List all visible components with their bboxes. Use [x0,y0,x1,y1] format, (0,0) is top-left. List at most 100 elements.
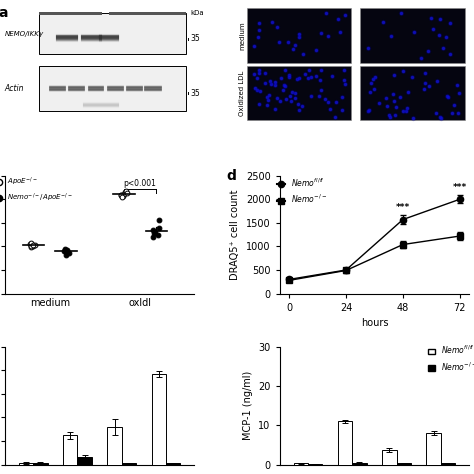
Point [335,15,342,22]
Point [371,73,379,80]
Point [280,86,287,94]
Point [271,81,279,88]
Point [410,114,417,121]
Point [265,91,273,99]
Point [448,109,456,117]
Point [120,190,128,197]
Point [281,81,288,89]
Point [63,248,70,256]
Point [383,102,391,110]
Point [294,100,302,108]
Point [293,75,301,83]
Point [404,88,412,96]
Point [421,80,428,87]
Point [383,102,391,110]
Point [410,28,418,36]
Text: Actin: Actin [5,84,24,93]
Point [425,82,433,90]
Point [60,247,68,255]
Point [408,73,416,81]
Point [417,55,425,62]
Point [420,85,428,93]
Point [254,33,262,40]
Point [305,74,312,82]
Point [255,19,263,27]
Point [444,93,451,100]
Point [312,46,320,54]
Point [262,70,269,77]
Point [267,80,274,88]
Point [26,240,34,248]
Point [404,88,412,96]
Legend: $Nemo^{fl/fl}$, $Nemo^{-/-}$: $Nemo^{fl/fl}$, $Nemo^{-/-}$ [425,341,474,376]
Point [305,66,312,74]
Point [277,74,285,82]
Point [435,32,443,39]
Point [255,70,263,77]
Point [291,89,299,96]
Point [340,66,348,73]
Point [380,18,387,26]
Point [264,93,271,100]
Point [273,94,280,102]
X-axis label: hours: hours [361,318,388,328]
Point [386,113,394,121]
FancyBboxPatch shape [39,66,186,111]
Point [122,187,130,194]
Point [250,70,257,77]
Point [287,97,295,105]
Point [150,233,157,241]
Point [427,14,435,21]
Point [295,33,303,41]
Point [313,73,320,80]
Legend: $ApoE^{-/-}$, $Nemo^{-/-}/ApoE^{-/-}$: $ApoE^{-/-}$, $Nemo^{-/-}/ApoE^{-/-}$ [0,173,76,207]
Point [340,66,348,73]
Point [307,92,315,100]
Bar [247,66,351,120]
Bar [122,464,136,465]
Bar [247,8,351,63]
Point [291,95,298,102]
Point [438,114,445,121]
Bar [427,433,441,465]
Point [324,98,332,106]
Point [444,93,451,100]
Point [296,30,303,38]
Point [341,11,348,19]
Bar [152,374,166,465]
Point [255,100,263,108]
Point [286,92,294,100]
Text: 35: 35 [191,89,201,98]
Point [436,15,443,22]
Point [262,70,269,77]
Point [305,74,312,82]
Point [339,93,346,101]
Y-axis label: DRAQ5⁺ cell count: DRAQ5⁺ cell count [230,190,240,280]
Point [456,90,463,97]
Point [369,75,377,82]
Point [337,28,344,36]
Point [387,32,395,39]
Bar [19,464,33,465]
Point [375,99,383,106]
Point [27,242,35,250]
Point [318,66,325,74]
Y-axis label: MCP-1 (ng/ml): MCP-1 (ng/ml) [243,371,253,440]
Point [326,106,334,113]
Point [366,89,374,96]
Point [375,99,383,106]
Point [268,18,276,26]
Point [435,32,443,39]
Point [284,38,292,46]
Point [369,75,377,82]
Point [391,97,398,105]
Point [399,107,406,114]
Point [155,225,163,232]
Point [272,78,279,85]
Point [436,113,443,120]
Point [272,106,279,113]
Text: medium: medium [239,21,245,50]
Point [289,89,296,96]
Point [255,66,263,74]
Point [149,226,157,234]
